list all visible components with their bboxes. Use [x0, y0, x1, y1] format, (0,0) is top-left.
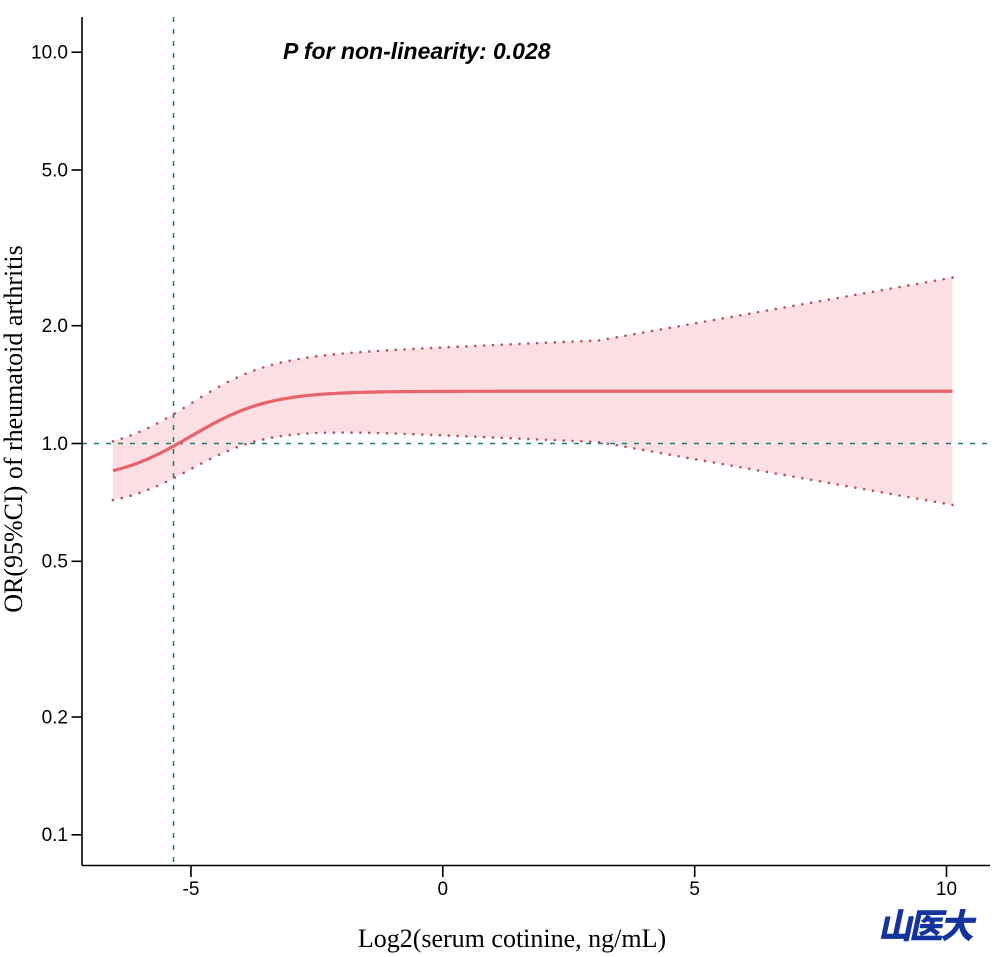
svg-text:5.0: 5.0: [42, 160, 68, 181]
svg-text:2.0: 2.0: [42, 316, 68, 337]
svg-text:1.0: 1.0: [42, 434, 68, 455]
svg-text:10.0: 10.0: [31, 43, 68, 64]
svg-text:0.2: 0.2: [42, 707, 68, 728]
svg-text:P for non-linearity: 0.028: P for non-linearity: 0.028: [283, 38, 551, 64]
svg-text:-5: -5: [183, 879, 200, 900]
svg-text:0.5: 0.5: [42, 552, 68, 573]
svg-text:10: 10: [936, 879, 957, 900]
svg-text:山医大: 山医大: [876, 898, 982, 947]
svg-text:5: 5: [689, 879, 700, 900]
svg-text:0.1: 0.1: [42, 825, 68, 846]
svg-text:OR(95%CI) of rheumatoid arthri: OR(95%CI) of rheumatoid arthritis: [0, 245, 28, 613]
svg-text:0: 0: [438, 879, 449, 900]
svg-text:Log2(serum cotinine, ng/mL): Log2(serum cotinine, ng/mL): [358, 924, 666, 953]
